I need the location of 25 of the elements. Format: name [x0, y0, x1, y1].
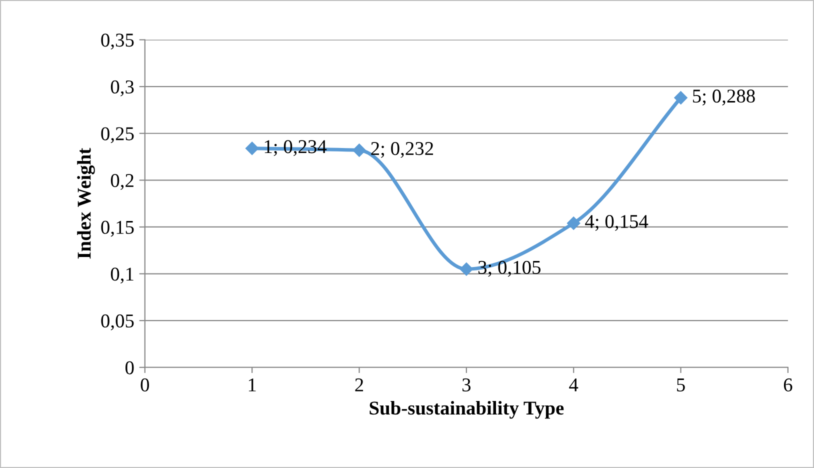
data-label: 4; 0,154 — [585, 214, 648, 231]
x-axis-title: Sub-sustainability Type — [370, 400, 564, 419]
y-axis-title: Index Weight — [77, 148, 95, 259]
x-tick-label: 3 — [462, 378, 471, 392]
point — [352, 144, 366, 157]
y-tick-label: 0,25 — [101, 127, 134, 144]
data-label: 5; 0,288 — [693, 90, 755, 106]
point — [460, 262, 474, 276]
x-tick-label: 1 — [248, 378, 256, 392]
x-tick-label: 4 — [569, 378, 578, 392]
y-tick-label: 0 — [125, 361, 134, 374]
x-tick-label: 5 — [677, 378, 685, 392]
x-tick-label: 6 — [784, 378, 792, 392]
y-tick-label: 0,15 — [101, 220, 134, 237]
point — [674, 91, 688, 104]
data-label: 2; 0,232 — [371, 142, 434, 158]
point — [245, 142, 259, 155]
x-tick-label: 2 — [355, 378, 364, 392]
x-tick-label: 0 — [140, 378, 150, 392]
point — [567, 216, 580, 230]
y-tick-label: 0,35 — [101, 34, 134, 50]
y-tick-label: 0,2 — [110, 174, 134, 190]
y-tick-label: 0,05 — [101, 314, 134, 330]
y-tick-label: 0,1 — [110, 268, 134, 284]
y-tick-label: 0,3 — [110, 80, 134, 96]
